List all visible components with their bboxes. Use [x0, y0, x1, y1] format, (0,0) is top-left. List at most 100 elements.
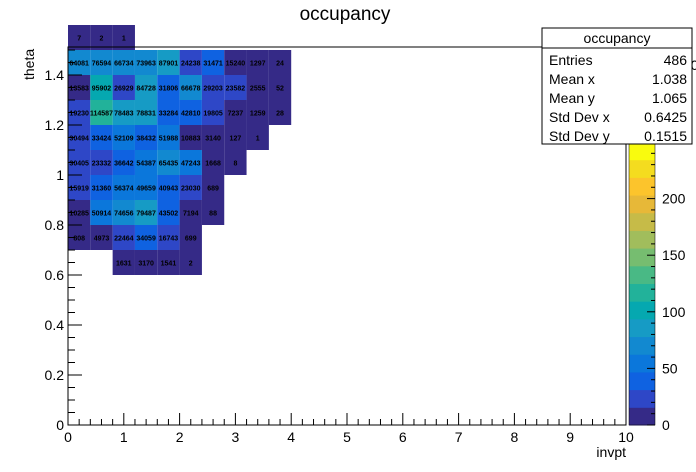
x-tick-label: 4: [287, 429, 295, 445]
heatmap-cell: [112, 75, 135, 100]
heatmap-cell: [157, 175, 180, 200]
heatmap-cell-label: 2: [189, 261, 193, 268]
heatmap-cell-label: 1259: [250, 111, 266, 118]
heatmap-cell: [224, 75, 247, 100]
heatmap-cell-label: 689: [207, 186, 219, 193]
heatmap-cell: [68, 175, 91, 200]
color-scale-segment: [629, 371, 655, 391]
heatmap-cell: [201, 100, 225, 125]
stats-box[interactable]: occupancy Entries 486 Mean x 1.038 Mean y 1.0…: [541, 27, 693, 145]
heatmap-cell-label: 79487: [136, 211, 156, 218]
y-axis-title: theta: [21, 49, 37, 80]
color-scale-segment: [629, 283, 655, 302]
heatmap-cell-label: 23332: [92, 161, 112, 168]
heatmap-cell: [268, 75, 292, 100]
color-scale-segment: [629, 159, 655, 178]
heatmap-cell-label: 51988: [159, 136, 179, 143]
heatmap-cell-label: 1668: [205, 161, 221, 168]
heatmap-cell: [68, 225, 91, 250]
heatmap-cell: [246, 50, 269, 75]
heatmap-cell: [224, 50, 247, 75]
heatmap-cell-label: 33424: [92, 136, 112, 143]
heatmap-cell: [134, 225, 158, 250]
heatmap-cell-label: 2: [100, 36, 104, 43]
heatmap-cell-label: 4973: [94, 236, 110, 243]
color-scale-segment: [629, 142, 655, 161]
x-tick-label: 2: [176, 429, 184, 445]
heatmap-cell: [157, 50, 180, 75]
heatmap-cell: [134, 175, 158, 200]
heatmap-cell-label: 87901: [159, 61, 179, 68]
heatmap-cell: [157, 150, 180, 175]
y-axis: 0 0.2 0.4 0.6 0.8 1 1.2 1.4: [45, 49, 82, 433]
heatmap-cell: [90, 75, 113, 100]
heatmap-cell-label: 88: [209, 211, 217, 218]
heatmap-cell-label: 15919: [69, 186, 89, 193]
heatmap-cell: [201, 75, 225, 100]
heatmap-cell: [90, 50, 113, 75]
x-tick-label: 5: [343, 429, 351, 445]
heatmap-cell: [134, 250, 158, 275]
heatmap-cell: [112, 175, 135, 200]
heatmap-cell-label: 30405: [69, 161, 89, 168]
heatmap-cell-label: 24: [276, 61, 284, 68]
heatmap-cell: [68, 50, 91, 75]
heatmap-cell: [134, 100, 158, 125]
heatmap-cell: [179, 50, 202, 75]
heatmap-cell-label: 50914: [92, 211, 112, 218]
heatmap-cell: [112, 150, 135, 175]
heatmap-cell: [157, 200, 180, 225]
y-tick-label: 1.2: [45, 117, 65, 133]
heatmap-cell-label: 26929: [114, 86, 134, 93]
heatmap-cell: [68, 200, 91, 225]
heatmap-cell: [112, 100, 135, 125]
heatmap-cell: [90, 225, 113, 250]
heatmap-cell: [179, 225, 202, 250]
heatmap-cell: [179, 100, 202, 125]
heatmap-cell: [201, 175, 225, 200]
heatmap-cell-label: 10883: [181, 136, 201, 143]
y-tick-label: 1: [56, 167, 64, 183]
heatmap-cell-label: 49659: [136, 186, 156, 193]
heatmap-cell-label: 1: [122, 36, 126, 43]
heatmap-cell-label: 23030: [181, 186, 201, 193]
color-scale-segment: [629, 177, 655, 196]
heatmap-cell-label: 65435: [159, 161, 179, 168]
x-axis-title: invpt: [596, 444, 626, 460]
heatmap-cell-label: 34059: [136, 236, 156, 243]
heatmap-cell: [112, 125, 135, 150]
heatmap-cell: [68, 25, 91, 50]
heatmap-cell: [179, 150, 202, 175]
heatmap-cell-label: 66734: [114, 61, 134, 68]
heatmap-cell: [179, 200, 202, 225]
x-axis: 0 1 2 3 4 5 6 7 8 9 10: [64, 413, 634, 445]
heatmap-cell-label: 36642: [114, 161, 134, 168]
heatmap-cell-label: 23582: [226, 86, 246, 93]
heatmap-cell-label: 28: [276, 111, 284, 118]
color-scale-tick-label: 50: [662, 360, 678, 376]
color-scale-segment: [629, 354, 655, 373]
color-scale-tick-label: 200: [662, 191, 686, 207]
heatmap-cell-label: 8: [233, 161, 237, 168]
heatmap-cell-label: 16743: [159, 236, 179, 243]
heatmap-cell-label: 2555: [250, 86, 266, 93]
heatmap-cell-label: 47243: [181, 161, 201, 168]
stats-box-frame: [541, 27, 693, 145]
stats-row-value: 0.6425: [644, 109, 687, 125]
color-scale-segment: [629, 230, 655, 249]
heatmap-cell-label: 7194: [183, 211, 199, 218]
heatmap-cell: [268, 50, 292, 75]
color-scale-tick-label: 100: [662, 304, 686, 320]
color-scale-tick-label: 150: [662, 247, 686, 263]
color-scale-segment: [629, 301, 655, 320]
heatmap-cell-label: 40943: [159, 186, 179, 193]
heatmap-cell: [90, 125, 113, 150]
heatmap-cell: [201, 125, 225, 150]
heatmap-cell: [68, 100, 91, 125]
stats-row-label: Std Dev x: [549, 109, 610, 125]
heatmap-cell-label: 76594: [92, 61, 112, 68]
heatmap-cell: [157, 100, 180, 125]
color-scale-segment: [629, 407, 655, 426]
heatmap-cell: [68, 150, 91, 175]
heatmap-cell: [246, 100, 269, 125]
